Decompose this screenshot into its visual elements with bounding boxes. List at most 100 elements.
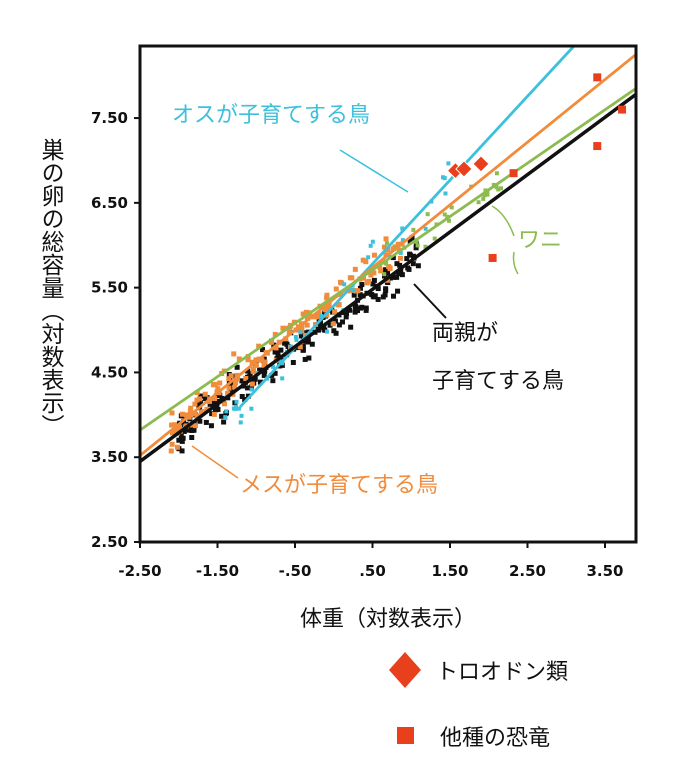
scatter-point-biparental: [304, 330, 310, 336]
scatter-point-female_care: [233, 380, 239, 386]
regression-lines: [140, 46, 636, 464]
leader-biparental: [413, 283, 447, 319]
scatter-point-female_care: [316, 311, 322, 317]
scatter-point-biparental: [249, 384, 255, 390]
scatter-point-female_care: [250, 366, 256, 372]
scatter-point-female_care: [226, 385, 232, 391]
scatter-point-female_care: [243, 376, 249, 382]
scatter-point-biparental: [242, 397, 248, 403]
scatter-point-female_care: [192, 401, 198, 407]
scatter-point-biparental: [382, 267, 388, 273]
x-tick-label: .50: [359, 562, 386, 580]
x-tick-label: -2.50: [118, 562, 161, 580]
scatter-point-female_care: [303, 309, 309, 315]
scatter-point-female_care: [236, 356, 242, 362]
scatter-point-biparental: [391, 293, 397, 299]
scatter-point-male_care: [366, 255, 371, 260]
scatter-point-biparental: [269, 372, 275, 378]
scatter-point-biparental: [207, 401, 213, 407]
scatter-point-biparental: [260, 347, 266, 353]
scatter-point-biparental: [394, 261, 400, 267]
y-tick-label: 2.50: [91, 533, 128, 551]
scatter-point-biparental: [359, 304, 365, 310]
scatter-point-female_care: [253, 357, 259, 363]
scatter-point-male_care: [234, 399, 239, 404]
troodontid-point: [472, 155, 490, 173]
scatter-point-biparental: [290, 359, 296, 365]
other-dinosaur-point: [618, 105, 627, 114]
scatter-point-biparental: [332, 318, 338, 324]
scatter-point-biparental: [413, 245, 419, 251]
scatter-point-male_care: [233, 404, 238, 409]
annotation-biparental-1: 両親が: [432, 321, 498, 346]
scatter-point-biparental: [363, 305, 369, 311]
y-tick-label: 4.50: [91, 363, 128, 381]
scatter-point-female_care: [249, 359, 255, 365]
scatter-point-biparental: [239, 393, 245, 399]
scatter-point-male_care: [423, 226, 428, 231]
scatter-point-male_care: [293, 334, 298, 339]
scatter-point-biparental: [245, 368, 251, 374]
scatter-point-biparental: [391, 274, 397, 280]
scatter-point-female_care: [245, 357, 251, 363]
legend-troodontid-label: トロオドン類: [436, 660, 568, 685]
scatter-point-male_care: [294, 337, 299, 342]
scatter-point-female_care: [225, 391, 231, 397]
scatter-point-crocodile: [494, 185, 499, 190]
scatter-point-biparental: [397, 262, 403, 268]
scatter-point-female_care: [347, 275, 353, 281]
scatter-point-biparental: [404, 256, 410, 262]
scatter-point-crocodile: [382, 272, 387, 277]
scatter-point-crocodile: [485, 192, 490, 197]
scatter-point-female_care: [211, 411, 217, 417]
scatter-point-female_care: [269, 339, 275, 345]
scatter-point-female_care: [198, 409, 204, 415]
scatter-point-female_care: [249, 381, 255, 387]
scatter-point-crocodile: [483, 188, 488, 193]
scatter-point-crocodile: [494, 171, 499, 176]
legend: トロオドン類 他種の恐竜: [389, 652, 568, 751]
scatter-point-female_care: [234, 376, 240, 382]
scatter-point-male_care: [238, 420, 243, 425]
scatter-point-biparental: [179, 438, 185, 444]
scatter-point-female_care: [297, 344, 303, 350]
y-axis-label: 巣の卵の総容量（対数表示）: [37, 138, 65, 437]
scatter-point-biparental: [197, 400, 203, 406]
scatter-point-female_care: [314, 314, 320, 320]
scatter-point-female_care: [228, 373, 234, 379]
scatter-point-biparental: [298, 333, 304, 339]
other-dinosaur-point: [593, 142, 602, 151]
scatter-point-female_care: [169, 410, 175, 416]
other-dinosaur-point: [593, 73, 602, 82]
scatter-point-biparental: [327, 322, 333, 328]
axis-ticks: -2.50 -1.50 -.50 .50 1.50 2.50 3.50 2.50 3.50 4.5…: [91, 109, 624, 580]
scatter-point-biparental: [185, 427, 191, 433]
scatter-point-female_care: [172, 422, 178, 428]
y-tick-label: 5.50: [91, 279, 128, 297]
scatter-point-female_care: [222, 401, 228, 407]
scatter-point-biparental: [178, 433, 184, 439]
scatter-point-male_care: [446, 161, 451, 166]
scatter-point-biparental: [239, 378, 245, 384]
scatter-point-female_care: [333, 286, 339, 292]
scatter-point-male_care: [398, 250, 403, 255]
scatter-point-female_care: [256, 343, 262, 349]
scatter-point-biparental: [261, 372, 267, 378]
scatter-point-female_care: [339, 280, 345, 286]
legend-square-icon: [397, 727, 414, 744]
scatter-point-biparental: [257, 379, 263, 385]
scatter-point-male_care: [224, 409, 229, 414]
scatter-point-biparental: [375, 296, 381, 302]
scatter-point-biparental: [215, 398, 221, 404]
scatter-point-biparental: [306, 355, 312, 361]
scatter-point-male_care: [370, 239, 375, 244]
scatter-points: [168, 161, 503, 454]
scatter-point-female_care: [169, 422, 175, 428]
scatter-point-biparental: [351, 292, 357, 298]
scatter-point-biparental: [234, 364, 240, 370]
scatter-point-female_care: [261, 362, 267, 368]
scatter-point-biparental: [339, 319, 345, 325]
scatter-point-female_care: [322, 307, 328, 313]
scatter-point-crocodile: [496, 187, 501, 192]
scatter-point-female_care: [361, 275, 367, 281]
